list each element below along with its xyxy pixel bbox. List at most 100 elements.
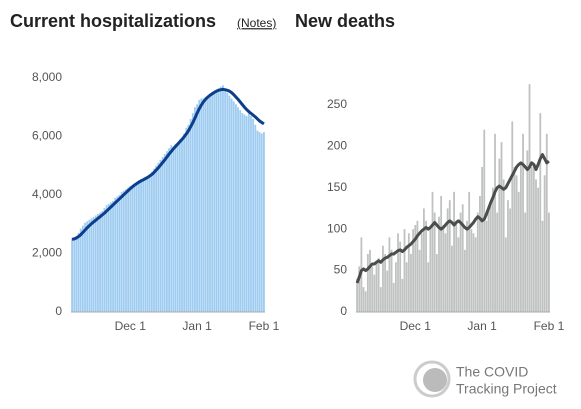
bar [142, 178, 145, 312]
bar [418, 249, 421, 312]
bar [258, 132, 261, 312]
bar [479, 196, 481, 312]
bar [116, 196, 119, 312]
bar [176, 142, 179, 312]
bar [427, 262, 430, 312]
bar [463, 249, 466, 312]
bar [433, 212, 436, 312]
bar [388, 237, 391, 312]
bar [185, 127, 188, 312]
bar [222, 85, 224, 312]
bar [524, 212, 527, 312]
chart-title: Current hospitalizations [10, 11, 216, 31]
bar [75, 235, 78, 312]
bar [494, 133, 496, 312]
bar [94, 215, 97, 312]
bar [507, 200, 509, 312]
bar [468, 191, 471, 312]
y-tick-label: 4,000 [32, 187, 62, 201]
bar [543, 175, 546, 312]
bar [211, 92, 214, 312]
bar [420, 233, 423, 312]
bar [189, 118, 192, 312]
bar [153, 168, 155, 312]
y-tick-label: 50 [334, 263, 348, 277]
logo-dot [423, 368, 447, 392]
bar [79, 228, 82, 312]
bar [194, 107, 196, 312]
bar [522, 133, 524, 312]
bar [474, 237, 477, 312]
bar [485, 220, 488, 312]
bar [397, 233, 399, 312]
bar [373, 274, 376, 312]
logo-ring [413, 360, 451, 398]
bar [448, 200, 451, 312]
bar [390, 249, 393, 312]
bar [358, 266, 361, 312]
bar [168, 148, 170, 312]
bar [476, 212, 479, 312]
bar [114, 197, 117, 312]
bar [125, 189, 127, 312]
bar [159, 159, 162, 312]
bar [366, 254, 369, 312]
bar [466, 220, 468, 312]
bar [548, 212, 550, 312]
bar [140, 178, 142, 312]
average-line [355, 153, 550, 284]
bar [511, 121, 514, 312]
bar [122, 190, 125, 312]
bar [502, 179, 505, 312]
bar [86, 221, 89, 312]
bar [228, 95, 231, 312]
bar [219, 86, 222, 313]
bar [88, 219, 91, 312]
bar [148, 174, 151, 312]
bar [394, 262, 397, 312]
x-tick-label: Jan 1 [467, 319, 497, 333]
bar [438, 216, 440, 312]
bar [457, 237, 460, 312]
bar [256, 130, 259, 312]
bar [161, 156, 164, 312]
bar [451, 245, 453, 312]
bar [513, 167, 516, 312]
x-tick-label: Feb 1 [249, 319, 280, 333]
bar [399, 241, 402, 312]
bar [422, 208, 425, 312]
bar [401, 278, 404, 312]
bar [504, 237, 507, 312]
bar [107, 203, 110, 312]
bar [500, 142, 503, 312]
bar [496, 212, 499, 312]
bar [455, 220, 458, 312]
bar [260, 133, 263, 312]
y-tick-label: 150 [327, 180, 347, 194]
bar [528, 84, 531, 313]
bar [461, 204, 464, 312]
bar [157, 162, 160, 312]
bar [237, 107, 239, 312]
bar [215, 89, 218, 312]
notes-link[interactable]: (Notes) [237, 16, 276, 30]
bar [109, 202, 112, 312]
bar [232, 101, 235, 313]
bar [92, 216, 95, 312]
bar [230, 98, 233, 312]
bar [172, 146, 175, 312]
bar [146, 175, 149, 312]
bar [453, 191, 455, 312]
bar [209, 94, 211, 313]
bar [254, 124, 257, 312]
y-tick-label: 0 [55, 304, 62, 318]
bar [431, 191, 434, 312]
bar [384, 254, 387, 312]
bar [200, 98, 203, 312]
logo-text: Tracking Project [456, 381, 557, 397]
bar [379, 287, 382, 312]
bar [71, 238, 73, 312]
y-tick-label: 100 [327, 221, 347, 235]
bar [405, 262, 408, 312]
bar [429, 229, 432, 312]
